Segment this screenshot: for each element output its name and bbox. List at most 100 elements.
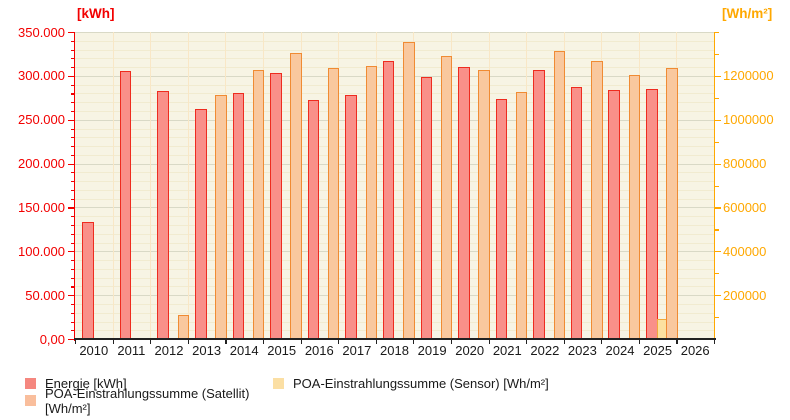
- x-axis-tick: [75, 339, 77, 344]
- bar-poa-satellit-2013[interactable]: [215, 94, 227, 339]
- x-axis-tick: [450, 339, 453, 344]
- x-axis-year-label: 2018: [380, 343, 409, 358]
- vertical-gridline: [150, 32, 152, 339]
- minor-gridline: [75, 154, 714, 156]
- minor-gridline: [75, 189, 714, 191]
- x-axis-tick: [300, 339, 302, 344]
- left-axis-tick-label: 150.000: [18, 199, 65, 215]
- x-axis-tick: [714, 339, 716, 344]
- bar-energie-2019[interactable]: [420, 76, 433, 339]
- x-axis-year-label: 2012: [154, 343, 184, 358]
- major-gridline: [75, 295, 714, 297]
- bar-energie-2013[interactable]: [195, 109, 207, 339]
- x-axis-year-label: 2024: [605, 343, 635, 358]
- legend-label-poa-sensor: POA-Einstrahlungssumme (Sensor) [Wh/m²]: [293, 376, 549, 391]
- bar-energie-2016[interactable]: [307, 100, 320, 339]
- x-axis-year-label: 2011: [117, 343, 146, 358]
- legend-item-poa-sensor[interactable]: POA-Einstrahlungssumme (Sensor) [Wh/m²]: [273, 376, 549, 391]
- x-axis-tick: [563, 339, 565, 344]
- x-axis-year-label: 2019: [417, 343, 447, 358]
- x-axis-tick: [112, 339, 114, 344]
- right-axis-tick-label: 800000: [723, 156, 767, 172]
- minor-gridline: [75, 102, 714, 104]
- bar-poa-satellit-2016[interactable]: [327, 68, 340, 339]
- bar-energie-2017[interactable]: [345, 95, 357, 339]
- bar-energie-2010[interactable]: [82, 222, 94, 339]
- bar-poa-satellit-2025[interactable]: [666, 67, 678, 339]
- minor-gridline: [75, 225, 714, 226]
- right-axis-tick: [715, 317, 719, 319]
- right-axis-tick-label: 600000: [723, 199, 767, 215]
- major-gridline: [75, 251, 714, 253]
- x-axis-year-label: 2017: [342, 343, 372, 358]
- left-axis-tick: [68, 163, 75, 165]
- bar-energie-2024[interactable]: [608, 89, 620, 339]
- minor-gridline: [75, 260, 714, 262]
- bar-poa-satellit-2019[interactable]: [440, 55, 453, 339]
- bar-poa-satellit-2017[interactable]: [365, 66, 378, 339]
- bar-poa-satellit-2023[interactable]: [591, 61, 603, 339]
- left-axis-tick-label: 350.000: [18, 24, 65, 40]
- bar-poa-satellit-2018[interactable]: [403, 41, 415, 339]
- energie-swatch-icon: [25, 378, 36, 389]
- bar-poa-satellit-2024[interactable]: [628, 75, 641, 339]
- bar-energie-2014[interactable]: [232, 92, 245, 339]
- minor-gridline: [75, 67, 714, 69]
- bar-energie-2025[interactable]: [646, 89, 658, 339]
- right-axis-tick: [715, 207, 721, 209]
- left-axis-title: [kWh]: [77, 6, 115, 21]
- bar-poa-satellit-2014[interactable]: [252, 69, 265, 339]
- x-axis-tick: [187, 339, 189, 344]
- minor-gridline: [75, 330, 714, 332]
- right-axis-tick-label: 400000: [723, 243, 767, 259]
- bar-poa-satellit-2021[interactable]: [515, 92, 528, 339]
- bar-poa-satellit-2012[interactable]: [177, 314, 190, 339]
- right-axis-tick-label: 200000: [723, 287, 767, 303]
- legend: Energie [kWh] POA-Einstrahlungssumme (Se…: [25, 376, 549, 416]
- bar-energie-2018[interactable]: [382, 60, 395, 339]
- bar-energie-2020[interactable]: [458, 67, 470, 339]
- right-axis-tick: [715, 273, 719, 275]
- major-gridline: [75, 75, 714, 77]
- x-axis-year-label: 2022: [530, 343, 560, 358]
- left-axis-tick: [68, 339, 75, 341]
- x-axis-year-label: 2010: [79, 343, 109, 358]
- x-axis-tick: [638, 339, 640, 344]
- bar-energie-2023[interactable]: [570, 87, 583, 339]
- left-axis-tick: [68, 207, 75, 209]
- right-axis-tick: [715, 229, 719, 231]
- poa-satellit-swatch-icon: [25, 395, 36, 406]
- major-gridline: [75, 119, 714, 121]
- left-axis-tick: [68, 119, 75, 121]
- minor-gridline: [75, 49, 714, 51]
- bar-energie-2022[interactable]: [533, 69, 545, 339]
- minor-gridline: [75, 181, 714, 183]
- bar-poa-satellit-2015[interactable]: [290, 53, 302, 339]
- legend-item-energie[interactable]: Energie [kWh]: [25, 376, 273, 391]
- x-axis-tick: [526, 339, 528, 344]
- minor-gridline: [75, 128, 714, 130]
- x-axis-tick: [375, 339, 377, 344]
- right-axis-tick: [715, 295, 721, 297]
- x-axis-year-label: 2021: [492, 343, 522, 358]
- x-axis-year-label: 2026: [680, 343, 710, 358]
- vertical-gridline: [112, 32, 114, 339]
- poa-sensor-swatch-icon: [273, 378, 284, 389]
- bar-energie-2011[interactable]: [119, 70, 132, 339]
- x-axis-tick: [338, 339, 340, 344]
- left-axis-tick: [68, 32, 75, 34]
- bar-poa-satellit-2022[interactable]: [553, 51, 566, 339]
- legend-item-poa-satellit[interactable]: POA-Einstrahlungssumme (Satellit) [Wh/m²…: [25, 386, 273, 416]
- minor-gridline: [75, 286, 714, 288]
- bar-poa-satellit-2020[interactable]: [478, 69, 490, 339]
- major-gridline: [75, 207, 714, 209]
- x-axis-tick: [413, 339, 415, 344]
- right-axis-title: [Wh/m²]: [722, 6, 773, 21]
- bar-energie-2015[interactable]: [270, 73, 282, 339]
- bar-energie-2021[interactable]: [495, 98, 508, 339]
- left-axis-tick-label: 0,00: [39, 331, 65, 347]
- right-axis-tick: [715, 53, 719, 56]
- minor-gridline: [75, 172, 714, 174]
- bar-energie-2012[interactable]: [157, 90, 169, 339]
